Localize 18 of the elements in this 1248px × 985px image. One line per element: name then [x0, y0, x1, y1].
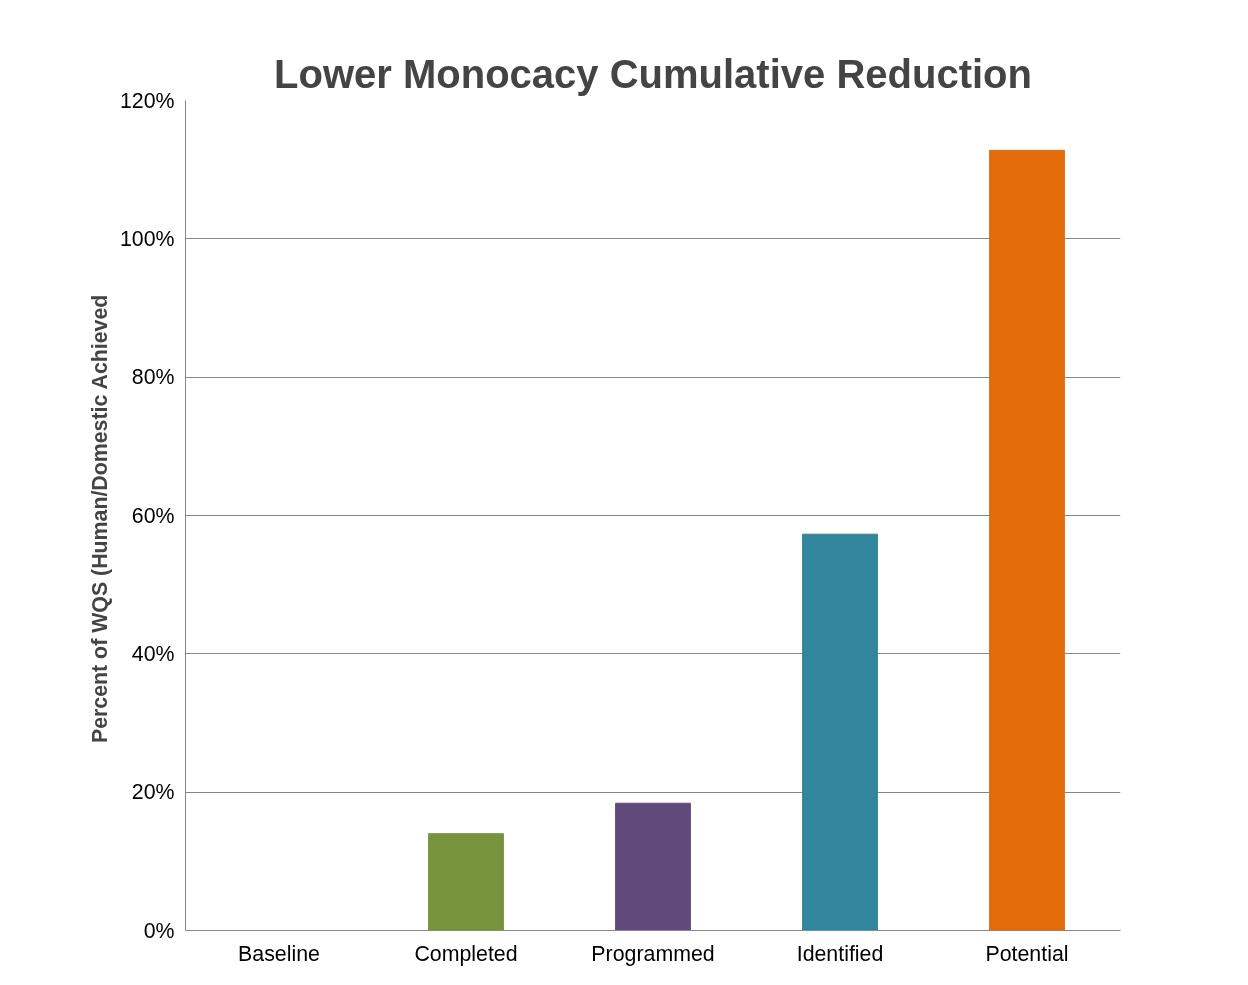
bar: [428, 833, 504, 931]
y-tick-label: 40%: [131, 641, 175, 666]
bar: [615, 802, 691, 931]
y-tick-label: 60%: [131, 503, 175, 528]
y-tick-label: 100%: [119, 226, 175, 251]
x-tick-label: Baseline: [238, 941, 320, 966]
x-tick-label: Potential: [985, 941, 1069, 966]
y-axis-title: Percent of WQS (Human/Domestic Achieved: [87, 294, 112, 744]
x-tick-label: Completed: [414, 941, 518, 966]
bar: [802, 533, 878, 931]
y-tick-label: 0%: [143, 918, 175, 943]
y-tick-label: 20%: [131, 780, 175, 805]
x-tick-label: Identified: [796, 941, 884, 966]
y-tick-label: 120%: [119, 88, 175, 113]
bar: [989, 149, 1065, 931]
chart-title: Lower Monocacy Cumulative Reduction: [274, 51, 1032, 96]
x-tick-label: Programmed: [591, 941, 715, 966]
y-tick-label: 80%: [131, 365, 175, 390]
